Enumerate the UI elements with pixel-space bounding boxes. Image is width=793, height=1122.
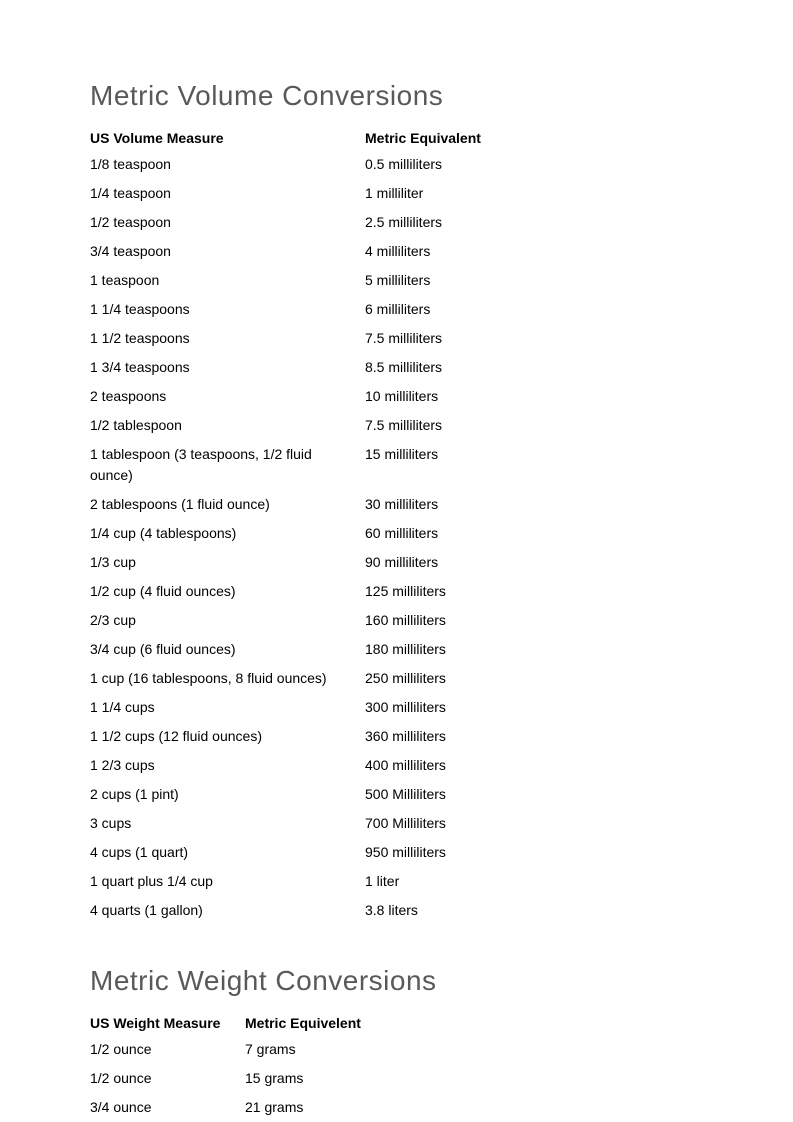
table-cell: 21 grams [245, 1093, 385, 1122]
table-cell: 2 cups (1 pint) [90, 780, 365, 809]
volume-heading: Metric Volume Conversions [90, 80, 703, 112]
table-cell: 4 cups (1 quart) [90, 838, 365, 867]
table-cell: 3/4 teaspoon [90, 237, 365, 266]
table-cell: 2 teaspoons [90, 382, 365, 411]
table-row: 1 1/4 cups300 milliliters [90, 693, 505, 722]
table-cell: 90 milliliters [365, 548, 505, 577]
table-row: 1/8 teaspoon0.5 milliliters [90, 150, 505, 179]
table-cell: 0.5 milliliters [365, 150, 505, 179]
table-cell: 7.5 milliliters [365, 411, 505, 440]
table-row: 1/3 cup90 milliliters [90, 548, 505, 577]
table-cell: 60 milliliters [365, 519, 505, 548]
table-row: 1/2 teaspoon2.5 milliliters [90, 208, 505, 237]
table-cell: 125 milliliters [365, 577, 505, 606]
table-cell: 2.5 milliliters [365, 208, 505, 237]
weight-col1-header: US Weight Measure [90, 1011, 245, 1035]
table-row: 2 tablespoons (1 fluid ounce)30 millilit… [90, 490, 505, 519]
table-cell: 1/3 cup [90, 548, 365, 577]
table-row: 3/4 ounce21 grams [90, 1093, 385, 1122]
table-cell: 4 milliliters [365, 237, 505, 266]
table-row: 1 teaspoon5 milliliters [90, 266, 505, 295]
table-cell: 1 teaspoon [90, 266, 365, 295]
table-cell: 3/4 cup (6 fluid ounces) [90, 635, 365, 664]
table-cell: 1 cup (16 tablespoons, 8 fluid ounces) [90, 664, 365, 693]
table-row: 1 1/4 teaspoons6 milliliters [90, 295, 505, 324]
table-cell: 7 grams [245, 1035, 385, 1064]
table-cell: 1 quart plus 1/4 cup [90, 867, 365, 896]
table-row: 1 2/3 cups400 milliliters [90, 751, 505, 780]
table-row: 1 quart plus 1/4 cup1 liter [90, 867, 505, 896]
table-cell: 300 milliliters [365, 693, 505, 722]
weight-section: Metric Weight Conversions US Weight Meas… [90, 965, 703, 1122]
table-row: 1 1/2 teaspoons7.5 milliliters [90, 324, 505, 353]
table-cell: 1 1/4 cups [90, 693, 365, 722]
table-row: 1/4 teaspoon1 milliliter [90, 179, 505, 208]
table-cell: 3 cups [90, 809, 365, 838]
table-cell: 6 milliliters [365, 295, 505, 324]
table-cell: 1/4 teaspoon [90, 179, 365, 208]
table-row: 1 cup (16 tablespoons, 8 fluid ounces)25… [90, 664, 505, 693]
table-cell: 3.8 liters [365, 896, 505, 925]
table-cell: 30 milliliters [365, 490, 505, 519]
table-cell: 1/2 cup (4 fluid ounces) [90, 577, 365, 606]
table-row: 1/2 cup (4 fluid ounces)125 milliliters [90, 577, 505, 606]
table-cell: 3/4 ounce [90, 1093, 245, 1122]
table-row: 1 1/2 cups (12 fluid ounces)360 millilit… [90, 722, 505, 751]
table-row: 1/4 cup (4 tablespoons)60 milliliters [90, 519, 505, 548]
table-cell: 500 Milliliters [365, 780, 505, 809]
table-cell: 400 milliliters [365, 751, 505, 780]
table-cell: 950 milliliters [365, 838, 505, 867]
table-row: 3/4 teaspoon4 milliliters [90, 237, 505, 266]
table-cell: 5 milliliters [365, 266, 505, 295]
table-row: 1/2 tablespoon7.5 milliliters [90, 411, 505, 440]
table-cell: 1 1/4 teaspoons [90, 295, 365, 324]
table-row: 2/3 cup160 milliliters [90, 606, 505, 635]
table-cell: 7.5 milliliters [365, 324, 505, 353]
table-cell: 180 milliliters [365, 635, 505, 664]
table-row: 4 quarts (1 gallon)3.8 liters [90, 896, 505, 925]
table-cell: 1 1/2 teaspoons [90, 324, 365, 353]
volume-col2-header: Metric Equivalent [365, 126, 505, 150]
table-row: 1/2 ounce7 grams [90, 1035, 385, 1064]
table-cell: 1/8 teaspoon [90, 150, 365, 179]
table-cell: 1 2/3 cups [90, 751, 365, 780]
table-cell: 2/3 cup [90, 606, 365, 635]
table-cell: 15 milliliters [365, 440, 505, 490]
table-cell: 1 3/4 teaspoons [90, 353, 365, 382]
table-row: 3 cups700 Milliliters [90, 809, 505, 838]
table-row: 2 teaspoons10 milliliters [90, 382, 505, 411]
table-cell: 160 milliliters [365, 606, 505, 635]
table-cell: 8.5 milliliters [365, 353, 505, 382]
table-cell: 2 tablespoons (1 fluid ounce) [90, 490, 365, 519]
table-cell: 1/2 ounce [90, 1035, 245, 1064]
weight-table: US Weight Measure Metric Equivelent 1/2 … [90, 1011, 385, 1122]
table-row: 3/4 cup (6 fluid ounces)180 milliliters [90, 635, 505, 664]
table-cell: 1/2 ounce [90, 1064, 245, 1093]
volume-col1-header: US Volume Measure [90, 126, 365, 150]
weight-col2-header: Metric Equivelent [245, 1011, 385, 1035]
table-cell: 15 grams [245, 1064, 385, 1093]
table-row: 2 cups (1 pint)500 Milliliters [90, 780, 505, 809]
volume-section: Metric Volume Conversions US Volume Meas… [90, 80, 703, 925]
table-row: 1 3/4 teaspoons8.5 milliliters [90, 353, 505, 382]
weight-heading: Metric Weight Conversions [90, 965, 703, 997]
table-cell: 250 milliliters [365, 664, 505, 693]
table-cell: 1 liter [365, 867, 505, 896]
table-row: 1/2 ounce15 grams [90, 1064, 385, 1093]
table-cell: 1/2 tablespoon [90, 411, 365, 440]
volume-table: US Volume Measure Metric Equivalent 1/8 … [90, 126, 505, 925]
table-cell: 360 milliliters [365, 722, 505, 751]
table-cell: 4 quarts (1 gallon) [90, 896, 365, 925]
table-cell: 10 milliliters [365, 382, 505, 411]
table-cell: 1/2 teaspoon [90, 208, 365, 237]
table-cell: 1 milliliter [365, 179, 505, 208]
table-row: 1 tablespoon (3 teaspoons, 1/2 fluid oun… [90, 440, 505, 490]
table-cell: 1/4 cup (4 tablespoons) [90, 519, 365, 548]
table-row: 4 cups (1 quart)950 milliliters [90, 838, 505, 867]
table-cell: 1 tablespoon (3 teaspoons, 1/2 fluid oun… [90, 440, 365, 490]
table-cell: 1 1/2 cups (12 fluid ounces) [90, 722, 365, 751]
table-cell: 700 Milliliters [365, 809, 505, 838]
